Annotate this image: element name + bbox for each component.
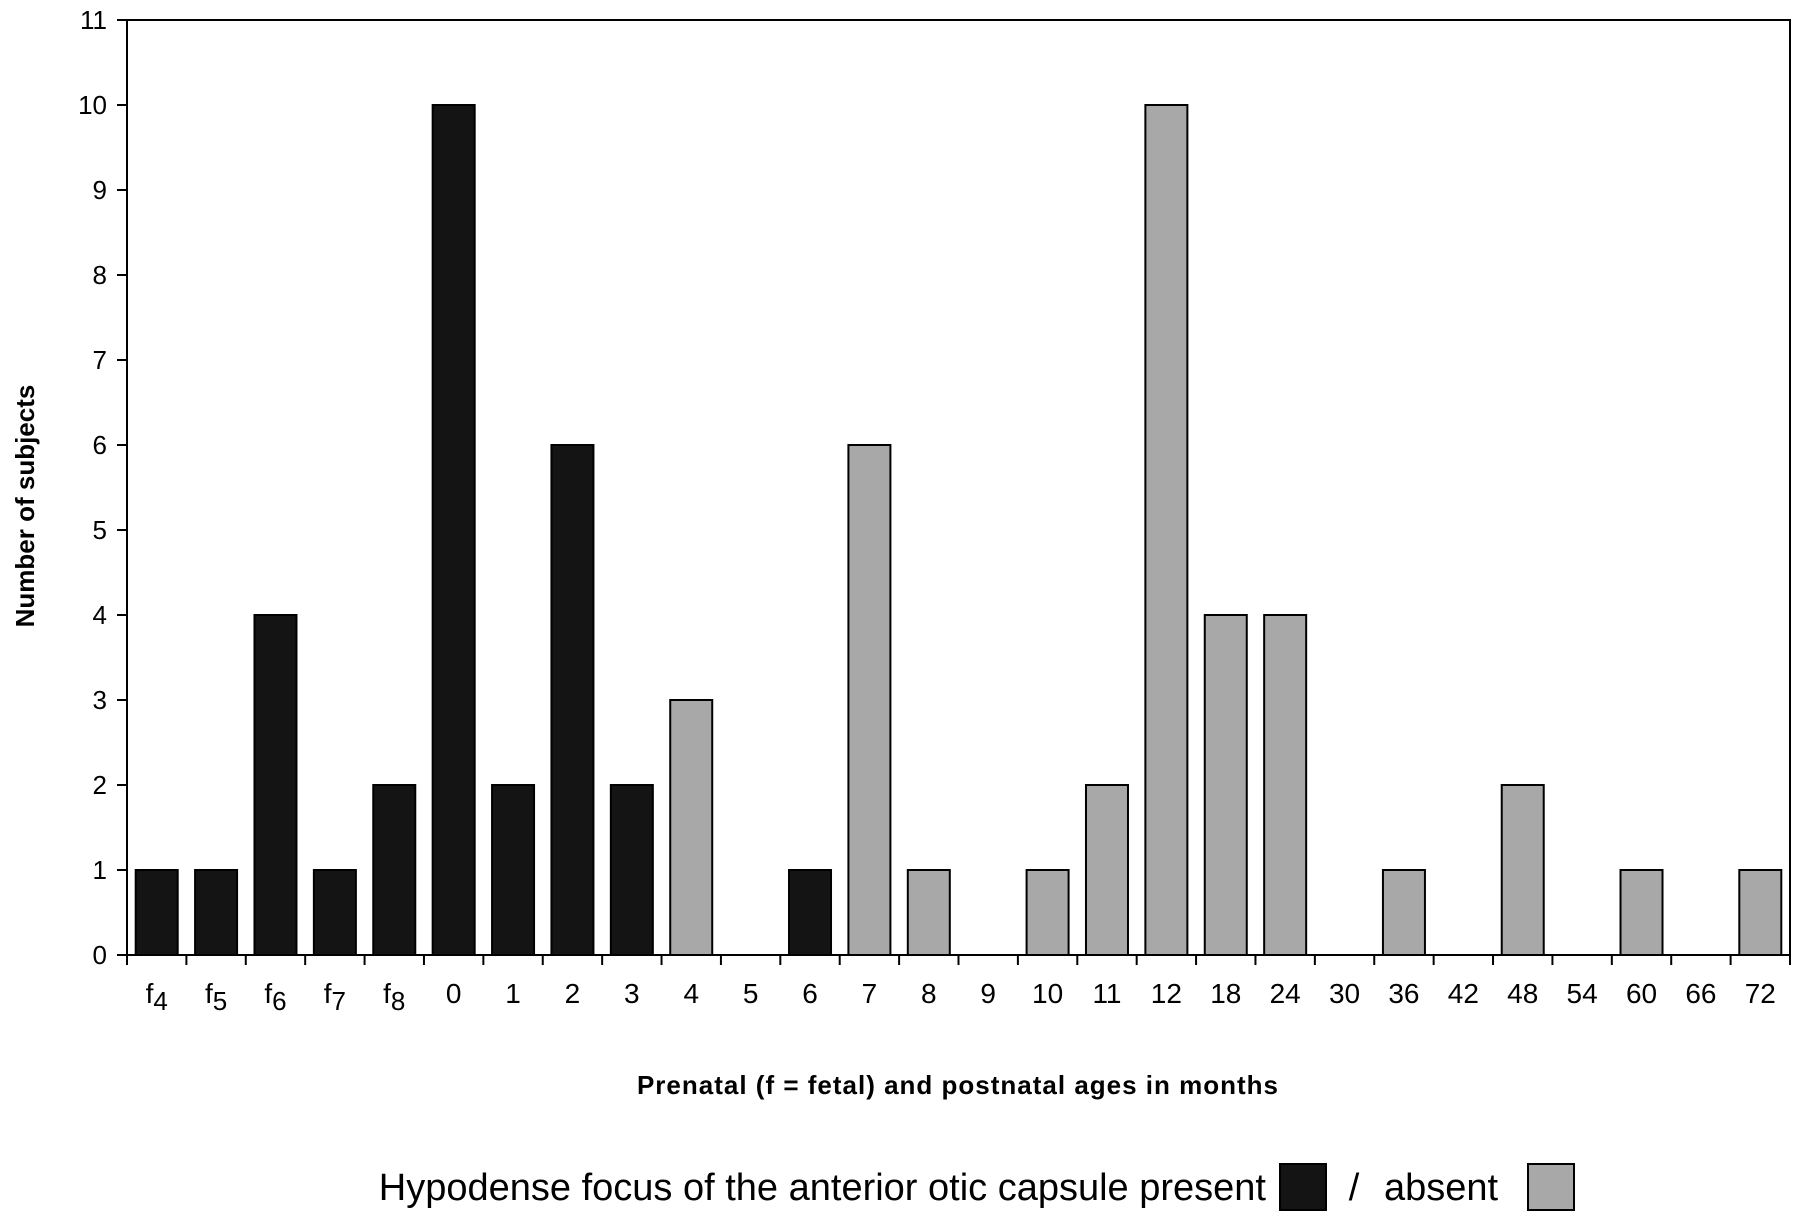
bar-present	[550, 444, 595, 956]
bar-absent	[1738, 869, 1783, 956]
bar-absent	[1144, 104, 1189, 956]
y-tick-label: 3	[93, 685, 107, 715]
legend-present-label: Hypodense focus of the anterior otic cap…	[379, 1167, 1267, 1209]
bars-group	[134, 104, 1783, 956]
y-axis-ticks: 0 1 2 3 4 5 6 7 8 9 10 11	[78, 5, 127, 970]
legend-absent-label: absent	[1384, 1167, 1499, 1209]
y-axis-title: Number of subjects	[10, 385, 40, 628]
x-tick-label: 60	[1626, 978, 1657, 1009]
x-tick-label: 48	[1507, 978, 1538, 1009]
bar-present	[134, 869, 179, 956]
y-tick-label: 2	[93, 770, 107, 800]
plot-area-frame	[126, 19, 1791, 956]
bar-absent	[1084, 784, 1129, 956]
bar-absent	[1381, 869, 1426, 956]
bar-absent	[1203, 614, 1248, 956]
y-tick-label: 11	[80, 5, 107, 35]
legend-separator: /	[1349, 1167, 1360, 1209]
bar-present	[431, 104, 476, 956]
y-tick-label: 5	[93, 515, 107, 545]
x-axis-ticks: f4 f5 f6 f7 f8 0 1 2 3 4 5 6 7 8 9 10 11 12 18 24 30 36 42 48 54…	[126, 955, 1791, 1016]
bar-present	[609, 784, 654, 956]
bar-present	[253, 614, 298, 956]
x-tick-label: 36	[1388, 978, 1419, 1009]
y-tick-label: 9	[93, 175, 107, 205]
y-tick-label: 0	[93, 940, 107, 970]
bar-present	[788, 869, 833, 956]
bar-absent	[1025, 869, 1070, 956]
x-tick-label: 10	[1032, 978, 1063, 1009]
x-tick-label: 66	[1685, 978, 1716, 1009]
x-tick-label: f6	[264, 978, 286, 1016]
x-tick-label: 4	[683, 978, 699, 1009]
x-tick-label: 8	[921, 978, 937, 1009]
x-tick-label: 3	[624, 978, 640, 1009]
bar-absent	[1263, 614, 1308, 956]
y-tick-label: 7	[93, 345, 107, 375]
x-tick-label: f5	[205, 978, 227, 1016]
x-tick-label: 6	[802, 978, 818, 1009]
x-tick-label: f7	[324, 978, 346, 1016]
x-tick-label: 54	[1567, 978, 1598, 1009]
x-tick-label: 12	[1151, 978, 1182, 1009]
bar-present	[372, 784, 417, 956]
x-tick-label: 30	[1329, 978, 1360, 1009]
bar-absent	[847, 444, 892, 956]
legend: Hypodense focus of the anterior otic cap…	[379, 1163, 1575, 1211]
x-tick-label: 72	[1745, 978, 1776, 1009]
x-tick-label: 2	[565, 978, 581, 1009]
x-tick-label: 7	[862, 978, 878, 1009]
x-tick-label: 0	[446, 978, 462, 1009]
bar-present	[194, 869, 239, 956]
x-tick-label: 24	[1270, 978, 1301, 1009]
y-tick-label: 1	[93, 855, 107, 885]
x-tick-label: f4	[146, 978, 168, 1016]
x-tick-label: 18	[1210, 978, 1241, 1009]
bar-absent	[906, 869, 951, 956]
legend-swatch-absent	[1527, 1163, 1575, 1211]
x-tick-label: 11	[1092, 978, 1121, 1009]
bar-absent	[1500, 784, 1545, 956]
y-tick-label: 6	[93, 430, 107, 460]
x-tick-label: f8	[383, 978, 405, 1016]
x-axis-title: Prenatal (f = fetal) and postnatal ages …	[637, 1070, 1279, 1100]
y-tick-label: 8	[93, 260, 107, 290]
bar-present	[312, 869, 357, 956]
x-tick-label: 9	[980, 978, 996, 1009]
legend-swatch-present	[1279, 1163, 1327, 1211]
y-tick-label: 10	[78, 90, 107, 120]
bar-absent	[669, 699, 714, 956]
bar-present	[491, 784, 536, 956]
x-tick-label: 1	[505, 978, 521, 1009]
x-tick-label: 5	[743, 978, 759, 1009]
y-tick-label: 4	[93, 600, 107, 630]
bar-absent	[1619, 869, 1664, 956]
x-tick-label: 42	[1448, 978, 1479, 1009]
